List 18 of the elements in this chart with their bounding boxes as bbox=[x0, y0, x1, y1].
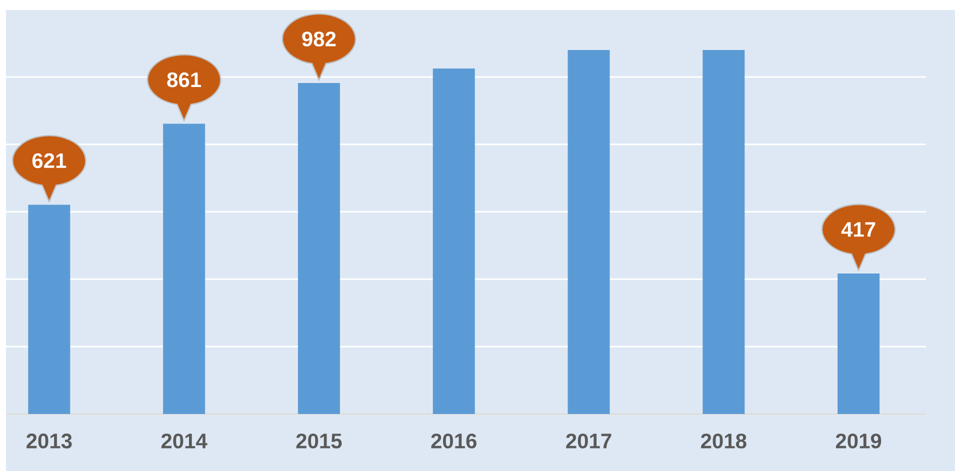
x-tick-label: 2014 bbox=[161, 434, 208, 448]
bar bbox=[298, 83, 340, 414]
x-tick-label: 2016 bbox=[431, 434, 476, 448]
data-label: 861 bbox=[167, 72, 201, 88]
x-tick-label: 2013 bbox=[26, 434, 72, 448]
bar bbox=[702, 50, 745, 414]
bar bbox=[163, 124, 206, 414]
bar bbox=[568, 50, 610, 414]
data-label: 417 bbox=[841, 222, 876, 237]
x-tick-label: 2015 bbox=[296, 434, 342, 448]
x-tick-label: 2019 bbox=[836, 434, 882, 448]
bar bbox=[838, 273, 880, 414]
data-label: 621 bbox=[32, 153, 66, 168]
bar bbox=[28, 204, 70, 414]
x-tick-label: 2018 bbox=[701, 434, 746, 448]
bar bbox=[432, 68, 475, 414]
x-tick-label: 2017 bbox=[566, 434, 612, 448]
data-label: 982 bbox=[302, 32, 336, 46]
